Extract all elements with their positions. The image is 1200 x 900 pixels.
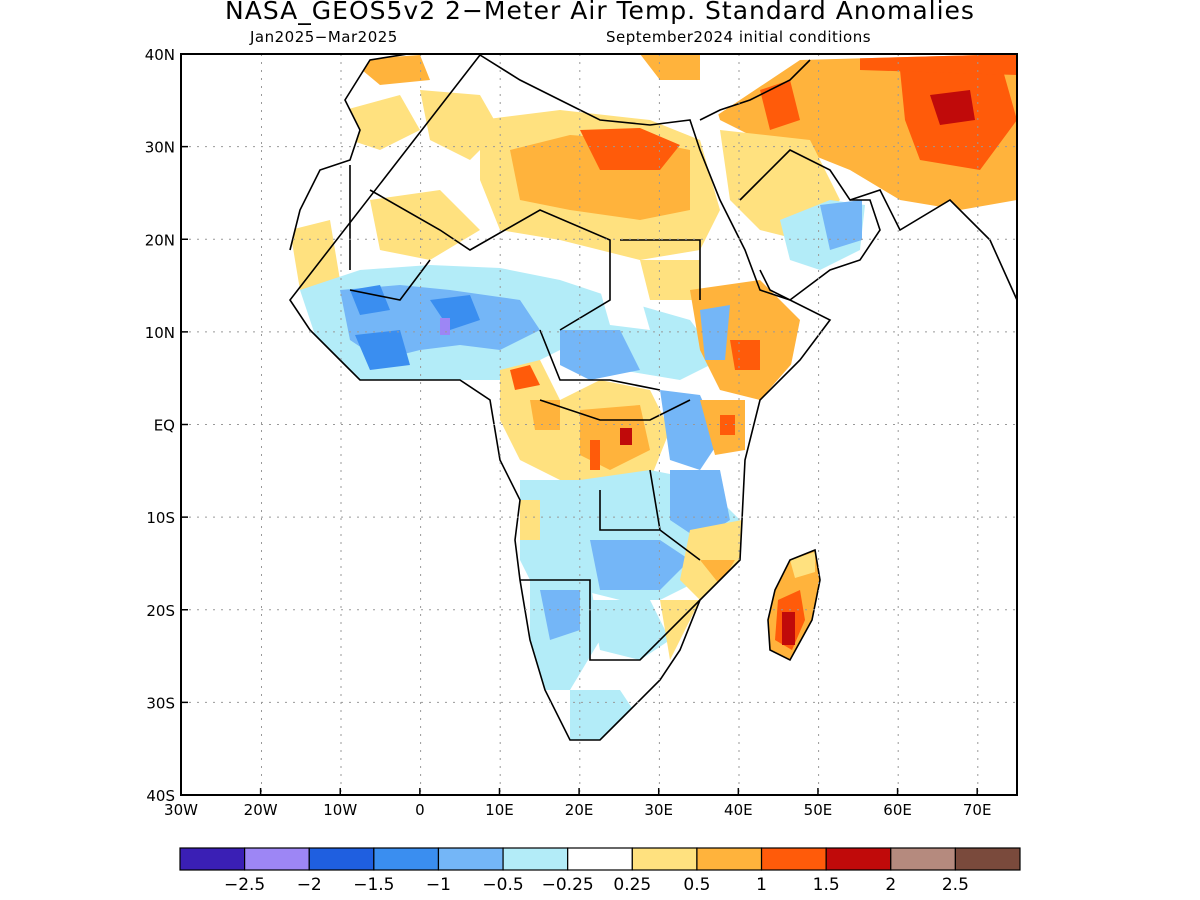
lat-tick-label: 10N bbox=[145, 324, 175, 342]
lon-tick-label: 0 bbox=[415, 801, 425, 819]
lon-tick-label: 20E bbox=[565, 801, 594, 819]
colorbar: −2.5 −2 −1.5 −1 −0.5 −0.25 0.25 0.5 1 1.5 2 2.5 bbox=[179, 847, 1021, 895]
lat-tick-label: 40N bbox=[145, 46, 175, 64]
colorbar-swatch bbox=[244, 847, 310, 871]
lon-tick-label: 40E bbox=[724, 801, 753, 819]
colorbar-label: 2 bbox=[885, 875, 896, 895]
colorbar-swatch bbox=[373, 847, 440, 871]
colorbar-swatch bbox=[502, 847, 569, 871]
lat-tick-label: 10S bbox=[146, 509, 175, 527]
lat-tick-label: 40S bbox=[146, 787, 175, 805]
lon-tick-label: 20W bbox=[244, 801, 278, 819]
colorbar-label: −0.5 bbox=[482, 875, 523, 895]
forecast-period: Jan2025−Mar2025 bbox=[250, 28, 398, 46]
lon-tick-label: 60E bbox=[883, 801, 912, 819]
lat-tick-label: 20S bbox=[146, 602, 175, 620]
colorbar-label: −1.5 bbox=[353, 875, 394, 895]
colorbar-label: 0.5 bbox=[683, 875, 710, 895]
colorbar-swatch bbox=[179, 847, 246, 871]
lon-tick-label: 50E bbox=[804, 801, 833, 819]
colorbar-swatch bbox=[825, 847, 892, 871]
colorbar-label: −0.25 bbox=[542, 875, 594, 895]
lat-tick-label: 30S bbox=[146, 694, 175, 712]
colorbar-label: −2 bbox=[297, 875, 322, 895]
lon-tick-label: 30W bbox=[164, 801, 198, 819]
lat-tick-label: EQ bbox=[154, 417, 175, 435]
initial-conditions: September2024 initial conditions bbox=[606, 28, 872, 46]
colorbar-label: 2.5 bbox=[942, 875, 969, 895]
lat-tick-label: 30N bbox=[145, 139, 175, 157]
gridlines bbox=[181, 54, 1017, 795]
lon-tick-label: 70E bbox=[963, 801, 992, 819]
colorbar-swatch bbox=[631, 847, 698, 871]
colorbar-swatch bbox=[308, 847, 375, 871]
colorbar-swatch bbox=[890, 847, 956, 871]
lon-tick-label: 10W bbox=[323, 801, 357, 819]
colorbar-label: −1 bbox=[426, 875, 451, 895]
colorbar-swatch bbox=[954, 847, 1021, 871]
axis-ticks: 30W 20W 10W 0 10E 20E 30E 40E 50E 60E 70E 40N 30N 20N… bbox=[145, 46, 992, 819]
colorbar-label: 1.5 bbox=[813, 875, 840, 895]
lat-tick-label: 20N bbox=[145, 231, 175, 249]
lon-tick-label: 30E bbox=[644, 801, 673, 819]
lon-tick-label: 10E bbox=[485, 801, 514, 819]
colorbar-swatch bbox=[567, 847, 633, 871]
colorbar-label: −2.5 bbox=[224, 875, 265, 895]
colorbar-swatch bbox=[437, 847, 504, 871]
page-title: NASA_GEOS5v2 2−Meter Air Temp. Standard … bbox=[225, 0, 975, 25]
colorbar-swatch bbox=[760, 847, 827, 871]
colorbar-label: 0.25 bbox=[613, 875, 651, 895]
colorbar-label: 1 bbox=[756, 875, 767, 895]
coastlines bbox=[289, 54, 1017, 741]
colorbar-swatch bbox=[696, 847, 763, 871]
